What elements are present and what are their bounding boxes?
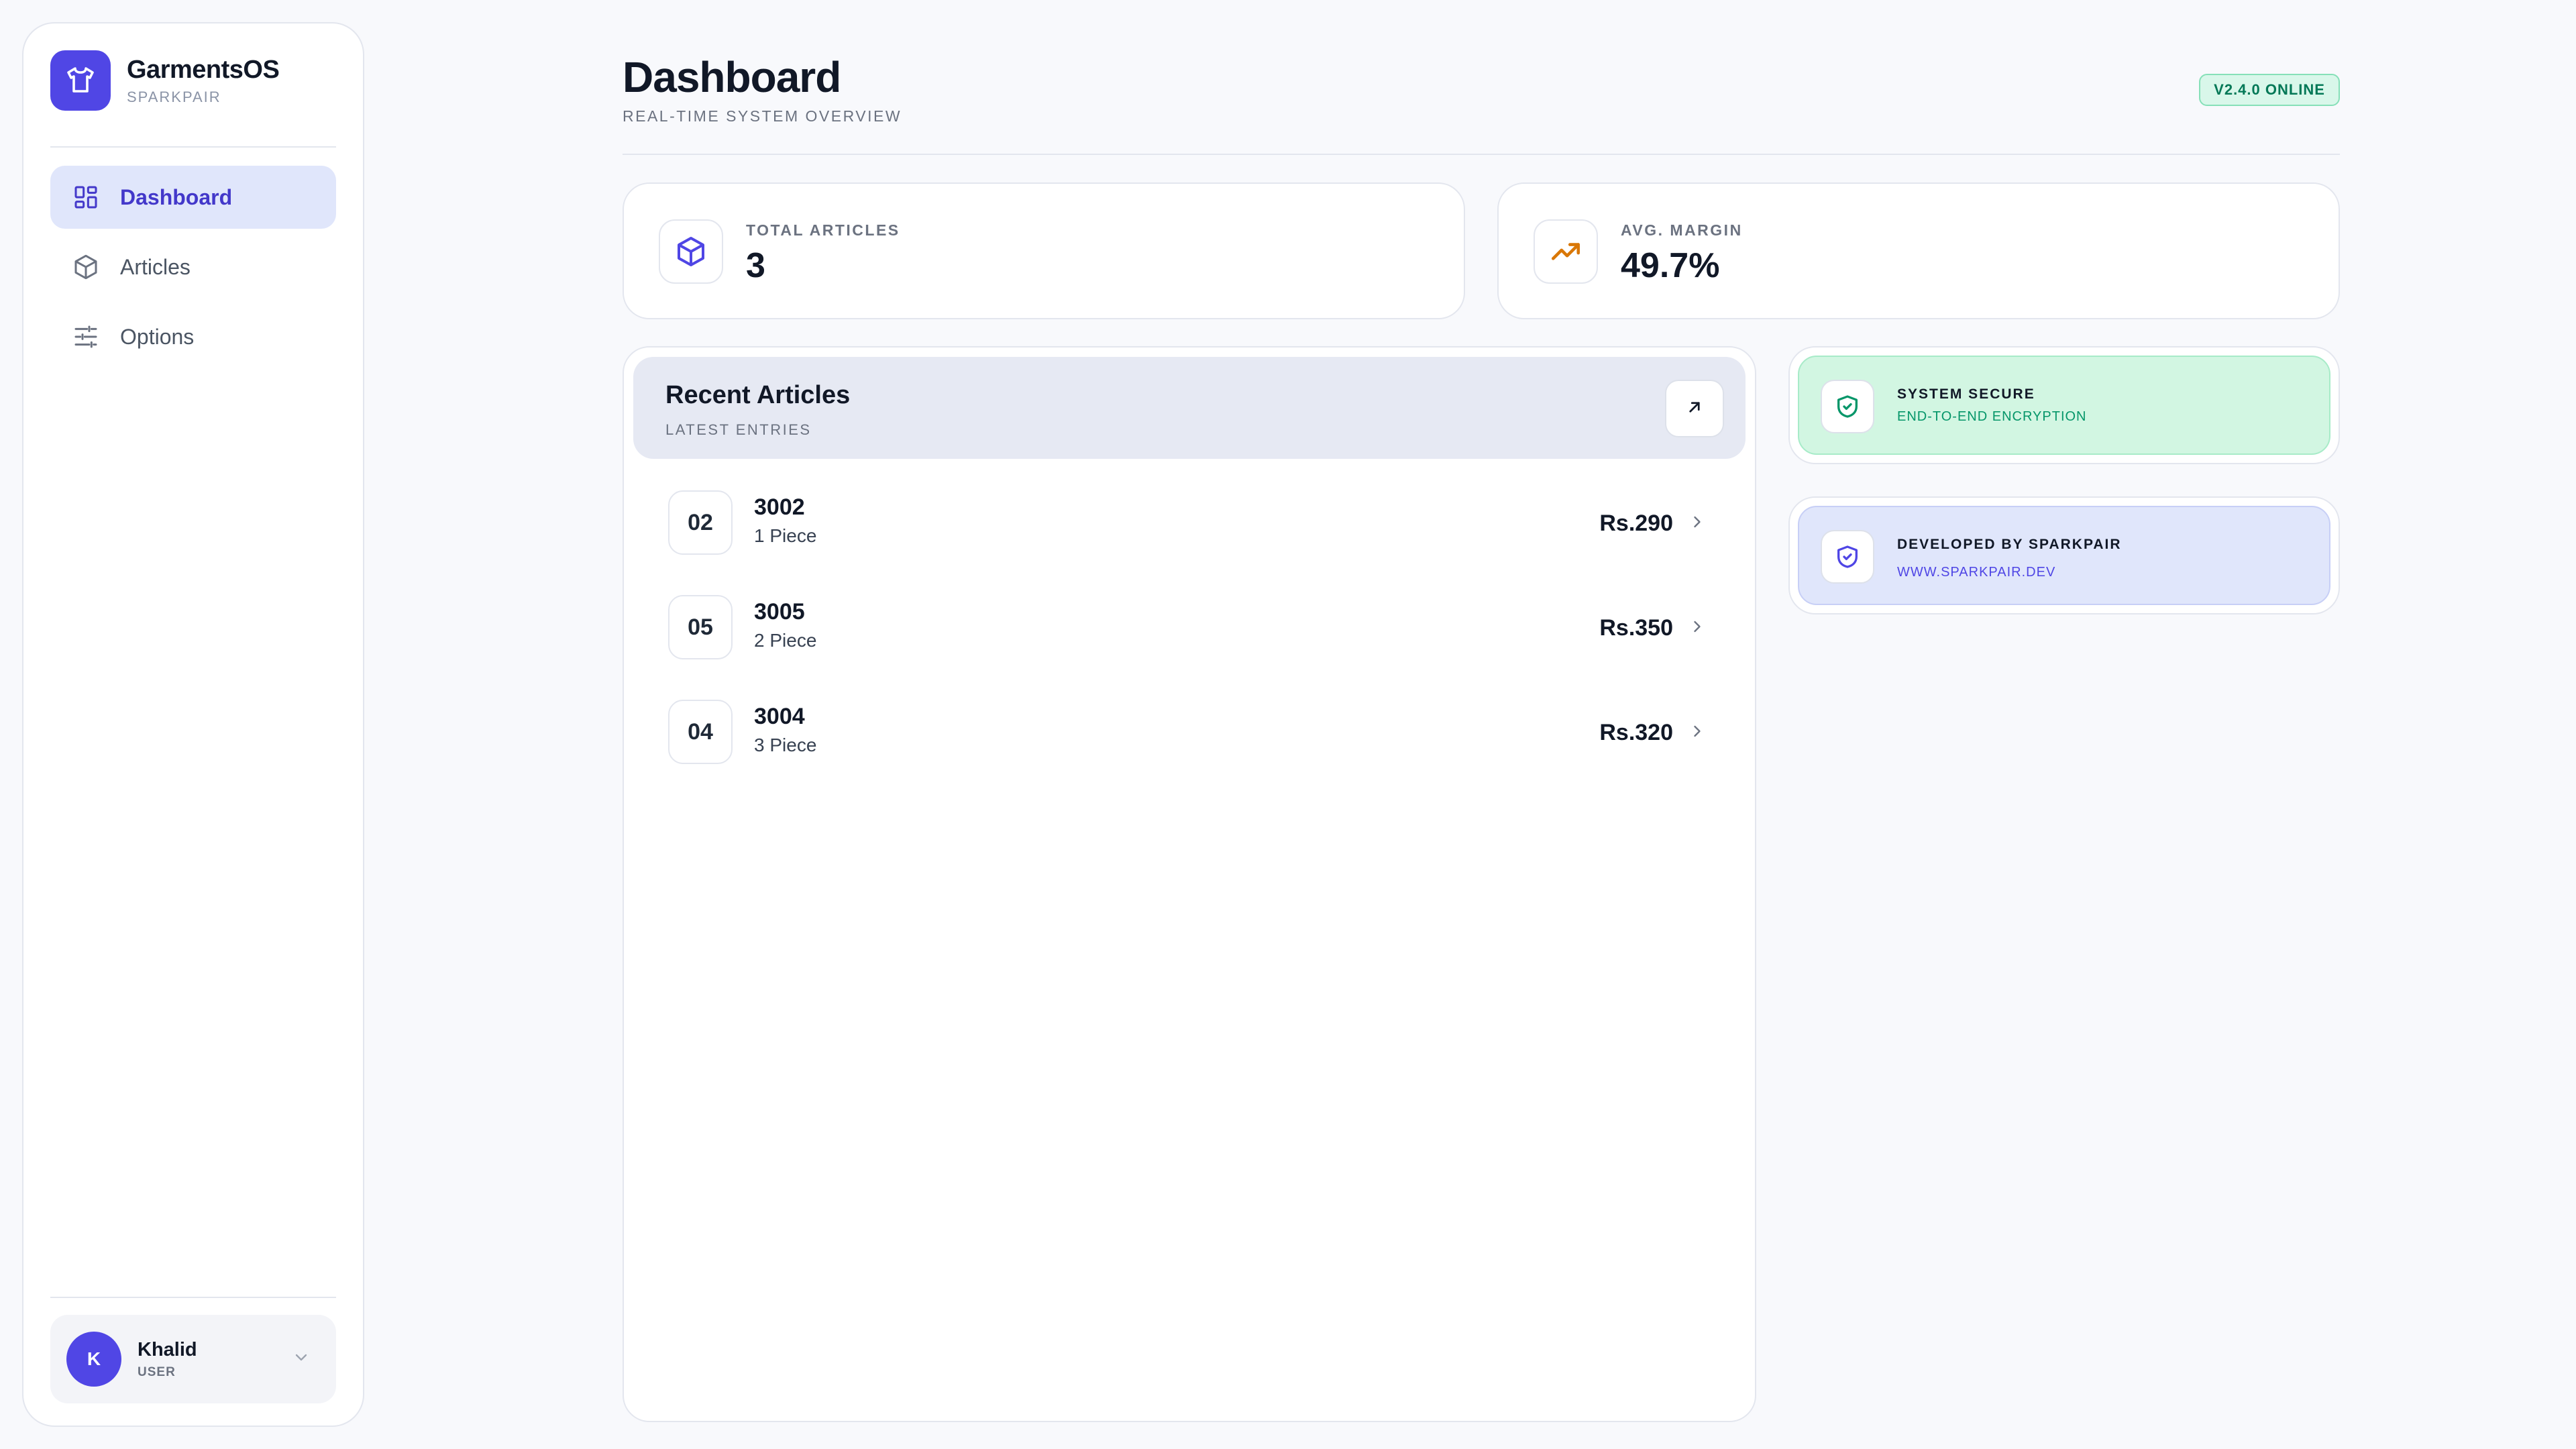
sidebar-item-label: Dashboard [120,184,233,209]
sidebar-item-label: Articles [120,254,191,279]
user-role: USER [138,1364,176,1379]
stat-card-avg-margin: AVG. MARGIN 49.7% [1497,182,2340,319]
arrow-up-right-icon [1684,397,1705,421]
box-icon [659,219,723,284]
trending-up-icon [1534,219,1598,284]
article-price: Rs.350 [1599,615,1673,641]
article-row[interactable]: 05 3005 2 Piece Rs.350 [624,595,1755,700]
status-badge: V2.4.0 ONLINE [2199,74,2340,106]
avatar: K [66,1332,121,1387]
sidebar-nav: Dashboard Articles Options [50,166,336,375]
article-code: 3004 [754,704,805,729]
shield-check-icon [1821,380,1874,433]
article-number: 02 [668,490,733,555]
recent-articles-panel: Recent Articles LATEST ENTRIES 02 3002 1… [623,346,1756,1422]
sidebar-item-dashboard[interactable]: Dashboard [50,166,336,229]
stat-value: 49.7% [1621,246,1720,285]
sidebar: GarmentsOS SPARKPAIR Dashboard [22,22,364,1427]
article-code: 3002 [754,494,805,520]
user-divider [50,1297,336,1298]
sidebar-item-label: Options [120,324,195,349]
article-list: 02 3002 1 Piece Rs.290 05 3005 2 Piece R… [624,490,1755,804]
sidebar-divider [50,146,336,148]
article-price: Rs.320 [1599,720,1673,745]
article-type: 2 Piece [754,630,817,651]
sliders-icon [72,323,100,351]
shirt-icon [50,50,111,111]
chevron-right-icon [1688,617,1707,639]
developer-inner: DEVELOPED BY SPARKPAIR WWW.SPARKPAIR.DEV [1798,506,2330,605]
brand-text: GarmentsOS SPARKPAIR [127,55,280,106]
recent-articles-title: Recent Articles [665,381,851,409]
info-subtitle: END-TO-END ENCRYPTION [1897,409,2087,424]
developer-card: DEVELOPED BY SPARKPAIR WWW.SPARKPAIR.DEV [1788,496,2340,614]
stat-value: 3 [746,246,765,285]
developer-link[interactable]: WWW.SPARKPAIR.DEV [1897,565,2056,580]
article-type: 3 Piece [754,735,817,755]
info-title: SYSTEM SECURE [1897,386,2035,402]
recent-articles-header: Recent Articles LATEST ENTRIES [633,357,1746,459]
user-menu[interactable]: K Khalid USER [50,1315,336,1403]
recent-articles-subtitle: LATEST ENTRIES [665,421,812,438]
sidebar-item-options[interactable]: Options [50,305,336,368]
article-type: 1 Piece [754,525,817,546]
open-articles-button[interactable] [1665,380,1724,437]
chevron-right-icon [1688,513,1707,535]
shield-check-icon [1821,530,1874,584]
stat-label: TOTAL ARTICLES [746,221,900,239]
article-row[interactable]: 04 3004 3 Piece Rs.320 [624,700,1755,804]
header-divider [623,154,2340,155]
system-secure-inner: SYSTEM SECURE END-TO-END ENCRYPTION [1798,356,2330,455]
stat-label: AVG. MARGIN [1621,221,1743,239]
stat-card-total-articles: TOTAL ARTICLES 3 [623,182,1465,319]
user-info: Khalid USER [138,1339,197,1380]
chevron-right-icon [1688,722,1707,744]
brand-name: GarmentsOS [127,55,280,84]
article-row[interactable]: 02 3002 1 Piece Rs.290 [624,490,1755,595]
brand[interactable]: GarmentsOS SPARKPAIR [50,50,280,111]
article-number: 05 [668,595,733,659]
system-secure-card: SYSTEM SECURE END-TO-END ENCRYPTION [1788,346,2340,464]
article-price: Rs.290 [1599,511,1673,536]
brand-subtitle: SPARKPAIR [127,88,221,105]
dashboard-icon [72,183,100,211]
article-code: 3005 [754,599,805,625]
info-title: DEVELOPED BY SPARKPAIR [1897,537,2122,552]
page-title: Dashboard [623,53,841,101]
sidebar-item-articles[interactable]: Articles [50,235,336,299]
article-number: 04 [668,700,733,764]
page-subtitle: REAL-TIME SYSTEM OVERVIEW [623,107,902,125]
user-name: Khalid [138,1338,197,1360]
chevron-down-icon [292,1348,311,1371]
box-icon [72,253,100,281]
